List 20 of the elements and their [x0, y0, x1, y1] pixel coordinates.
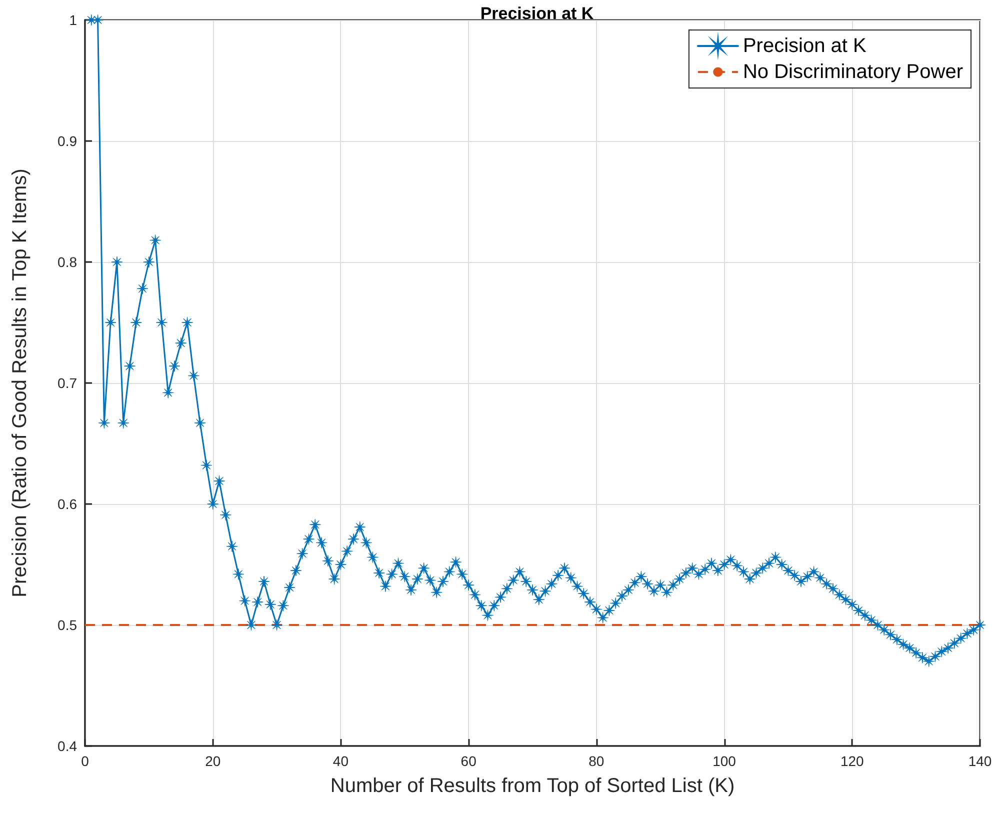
legend-label: No Discriminatory Power	[742, 61, 964, 83]
legend-label: Precision at K	[742, 35, 867, 57]
y-tick-label: 0.4	[58, 738, 78, 754]
x-tick-label: 80	[588, 753, 604, 769]
y-tick-label: 0.5	[58, 617, 78, 633]
chart-title: Precision at K	[480, 4, 594, 23]
x-tick-label: 40	[332, 753, 349, 769]
x-tick-label: 60	[460, 753, 477, 769]
x-tick-label: 100	[712, 753, 736, 769]
y-axis-title: Precision (Ratio of Good Results in Top K Items)	[9, 168, 31, 598]
x-tick-label: 140	[968, 753, 992, 769]
x-axis-title: Number of Results from Top of Sorted List (K)	[330, 775, 735, 797]
x-tick-label: 20	[205, 753, 221, 769]
x-tick-label: 0	[81, 753, 90, 769]
y-tick-label: 0.8	[58, 254, 78, 270]
y-tick-label: 0.6	[58, 496, 78, 512]
x-tick-label: 120	[840, 753, 864, 769]
y-tick-label: 1	[69, 12, 78, 28]
y-tick-label: 0.9	[58, 133, 78, 149]
y-tick-label: 0.7	[58, 375, 78, 391]
